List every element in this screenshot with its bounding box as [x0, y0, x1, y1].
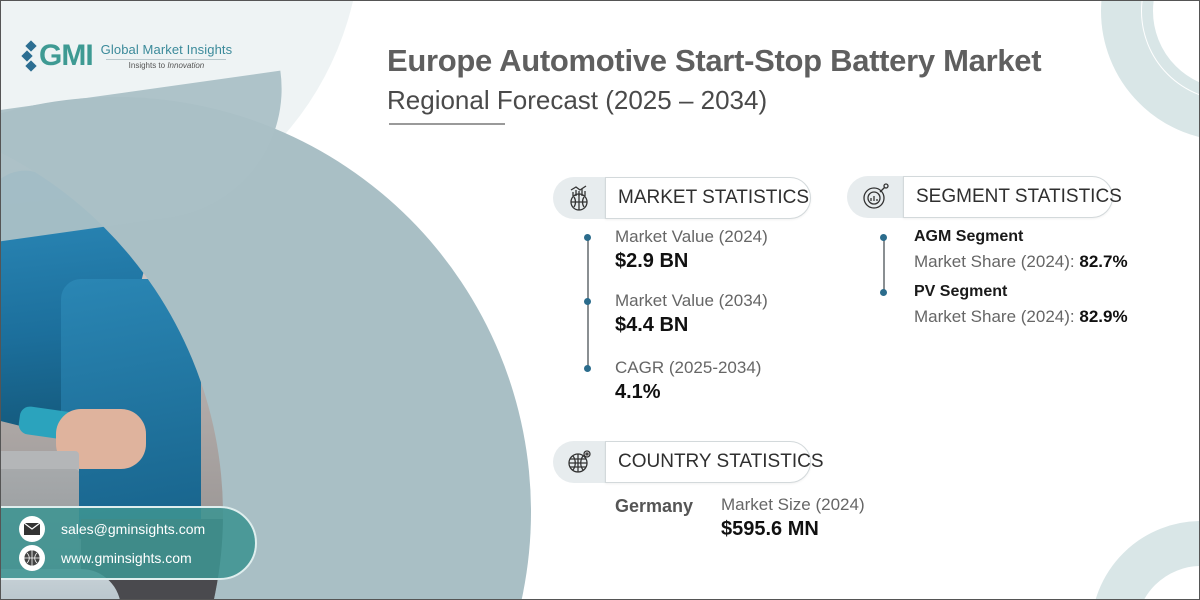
envelope-icon [19, 516, 45, 542]
globe-pin-icon [553, 441, 605, 483]
page-subtitle: Regional Forecast (2025 – 2034) [387, 85, 768, 115]
title-underline [389, 123, 505, 125]
timeline-dot [584, 365, 591, 372]
pv-share-value: 82.9% [1079, 307, 1128, 326]
country-market-size-label: Market Size (2024) [721, 495, 865, 514]
pv-share-label: Market Share (2024): [914, 307, 1080, 326]
pv-segment-share: Market Share (2024): 82.9% [914, 307, 1128, 327]
agm-share-label: Market Share (2024): [914, 252, 1080, 271]
contact-panel: sales@gminsights.com www.gminsights.com [1, 506, 257, 580]
website-link[interactable]: www.gminsights.com [61, 550, 192, 566]
agm-share-value: 82.7% [1079, 252, 1128, 271]
country-market-size-value: $595.6 MN [721, 518, 819, 540]
market-value-2034: $4.4 BN [615, 314, 689, 336]
segment-statistics-header: SEGMENT STATISTICS [847, 176, 1122, 218]
country-statistics-title: COUNTRY STATISTICS [605, 441, 824, 483]
pv-segment-name: PV Segment [914, 283, 1008, 300]
globe-icon [19, 545, 45, 571]
logo-diamonds-icon [21, 40, 37, 72]
tagline-emphasis: Innovation [167, 61, 205, 70]
email-row[interactable]: sales@gminsights.com [19, 516, 205, 542]
timeline-dot [880, 289, 887, 296]
page-title: Europe Automotive Start-Stop Battery Mar… [387, 43, 1042, 78]
segment-statistics-title: SEGMENT STATISTICS [903, 176, 1122, 218]
timeline-dot [880, 234, 887, 241]
tagline-prefix: Insights to [128, 61, 168, 70]
globe-chart-icon [553, 177, 605, 219]
market-statistics-header: MARKET STATISTICS [553, 177, 811, 219]
email-link[interactable]: sales@gminsights.com [61, 521, 206, 537]
market-value-2034-label: Market Value (2034) [615, 291, 768, 310]
logo-letters: GMI [39, 39, 94, 72]
agm-segment-share: Market Share (2024): 82.7% [914, 252, 1128, 272]
market-value-2024-label: Market Value (2024) [615, 227, 768, 246]
logo-mark: GMI [21, 39, 94, 72]
cagr-label: CAGR (2025-2034) [615, 358, 762, 377]
logo-text: Global Market Insights Insights to Innov… [101, 42, 233, 70]
timeline-dot [584, 234, 591, 241]
market-statistics-title: MARKET STATISTICS [605, 177, 811, 219]
agm-segment-name: AGM Segment [914, 228, 1024, 245]
logo-divider [106, 59, 227, 60]
timeline-dot [584, 298, 591, 305]
segment-timeline [883, 237, 885, 293]
logo-name: Global Market Insights [100, 42, 233, 57]
decorative-ring-bottom [1091, 521, 1199, 599]
country-statistics-header: COUNTRY STATISTICS [553, 441, 824, 483]
pie-chart-target-icon [847, 176, 903, 218]
gmi-logo: GMI Global Market Insights Insights to I… [21, 39, 233, 72]
market-value-2024: $2.9 BN [615, 250, 689, 272]
cagr-value: 4.1% [615, 381, 661, 403]
website-row[interactable]: www.gminsights.com [19, 545, 192, 571]
logo-tagline: Insights to Innovation [129, 61, 205, 70]
country-name: Germany [615, 496, 694, 516]
